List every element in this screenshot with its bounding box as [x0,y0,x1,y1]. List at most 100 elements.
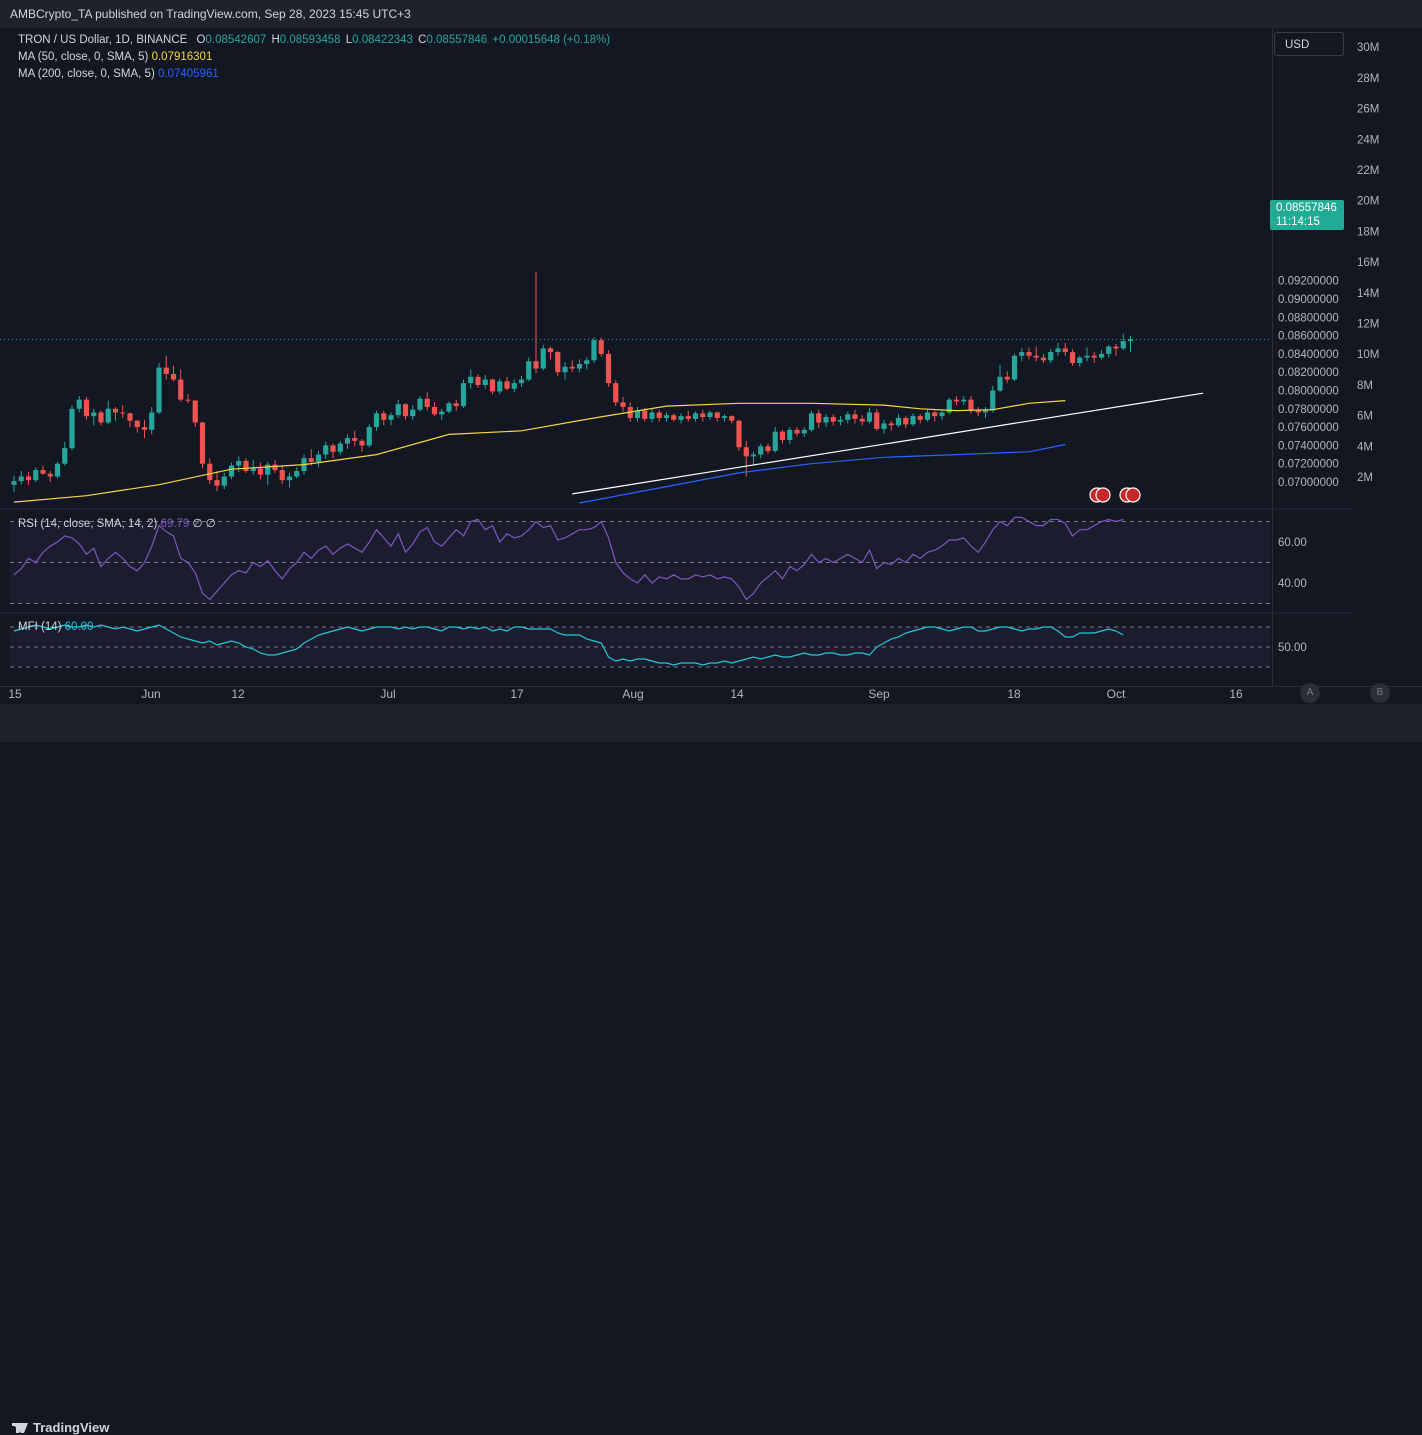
candle-body [127,413,133,421]
price-tick-label: 0.07000000 [1278,477,1339,489]
price-tick-label: 0.08800000 [1278,312,1339,324]
candle-body [939,412,945,417]
candle-body [1113,346,1119,349]
currency-button[interactable]: USD [1274,32,1344,56]
legend-ohlc: TRON / US Dollar, 1D, BINANCE O0.0854260… [18,34,610,46]
candle-body [388,415,394,420]
candle-body [62,448,68,464]
candle-body [236,460,242,466]
volume-tick-label: 18M [1357,226,1379,238]
ma200-line [579,443,1066,504]
candle-body [903,417,909,425]
price-axis[interactable] [1272,28,1353,686]
candle-body [881,423,887,429]
last-price-value: 0.08557846 [1276,202,1337,214]
candle-body [555,352,561,373]
candle-body [199,422,206,464]
time-tick-label: Aug [622,687,643,701]
mfi-pane [10,624,1270,668]
candle-body [772,431,778,451]
legend-ma50[interactable]: MA (50, close, 0, SMA, 5) 0.07916301 [18,51,212,63]
candle-body [613,383,619,403]
candle-body [54,463,61,477]
header-bar: AMBCrypto_TA published on TradingView.co… [0,0,1422,28]
candle-body [968,399,974,411]
candle-body [671,415,677,420]
candle-body [598,340,604,354]
high-label: H [271,34,280,46]
candle-body [69,408,75,449]
candle-body [482,379,488,386]
candle-body [569,366,575,369]
chart-area[interactable] [0,28,1272,686]
rsi-pane [10,516,1270,604]
ma50-line [13,400,1066,503]
candle-body [765,446,771,451]
candle-body [620,402,626,407]
candle-body [576,363,583,369]
candle-body [982,410,989,413]
auto-scale-button[interactable]: A [1300,683,1320,703]
candle-body [518,379,525,384]
ma50-value: 0.07916301 [151,51,213,63]
candle-body [257,468,264,475]
candle-body [373,413,380,428]
candle-body [685,416,691,419]
price-chart[interactable]: 0.09200000 0.09000000 0.08800000 0.08600000… [0,0,1422,742]
candle-body [584,360,590,364]
price-tick-label: 0.07800000 [1278,404,1339,416]
candle-body [837,419,844,422]
candle-body [141,427,148,430]
candle-body [178,379,184,400]
candle-body [547,348,554,353]
candle-body [185,399,191,401]
tv-logo-text: TradingView [33,1420,110,1435]
candle-body [410,409,416,417]
candle-body [337,443,343,452]
candle-body [40,470,46,474]
candle-body [1026,352,1032,356]
legend-ma200[interactable]: MA (200, close, 0, SMA, 5) 0.07405961 [18,68,219,80]
candle-body [134,420,140,428]
candle-body [692,413,699,419]
rsi-line [13,516,1124,601]
candle-body [910,416,916,425]
candle-body [1004,376,1010,380]
candle-body [794,429,800,434]
candle-body [359,440,365,446]
candle-body [526,361,532,380]
legend-rsi[interactable]: RSI (14, close, SMA, 14, 2) 69.79 ∅ ∅ [18,516,216,530]
candle-body [953,399,960,402]
tv-logo-icon [12,1423,28,1433]
candle-body [120,412,126,414]
volume-tick-label: 14M [1357,288,1379,300]
volume-axis[interactable] [1352,28,1422,686]
candle-body [83,399,90,417]
volume-tick-label: 12M [1357,319,1379,331]
tradingview-logo[interactable]: TradingView [12,1420,109,1435]
candle-body [112,408,119,413]
candle-body [424,398,430,407]
volume-tick-label: 6M [1357,411,1373,423]
b-button[interactable]: B [1370,683,1390,703]
candle-body [315,454,322,462]
candle-body [750,454,757,457]
symbol-name[interactable]: TRON / US Dollar, 1D, BINANCE [18,34,188,46]
candle-body [975,410,981,413]
candle-body [562,366,568,373]
candle-body [729,416,735,421]
candle-body [489,379,496,392]
candle-body [214,480,220,486]
legend-mfi[interactable]: MFI (14) 60.00 [18,621,93,633]
candle-body [801,429,807,434]
candle-body [170,374,177,380]
time-axis[interactable] [0,686,1422,705]
countdown-timer: 11:14:15 [1276,216,1320,228]
candle-body [192,400,198,423]
candle-body [1106,346,1112,354]
time-tick-label: 15 [8,687,22,701]
candle-body [98,412,104,423]
candle-body [656,412,662,418]
candle-body [852,414,858,419]
close-label: C [418,34,427,46]
